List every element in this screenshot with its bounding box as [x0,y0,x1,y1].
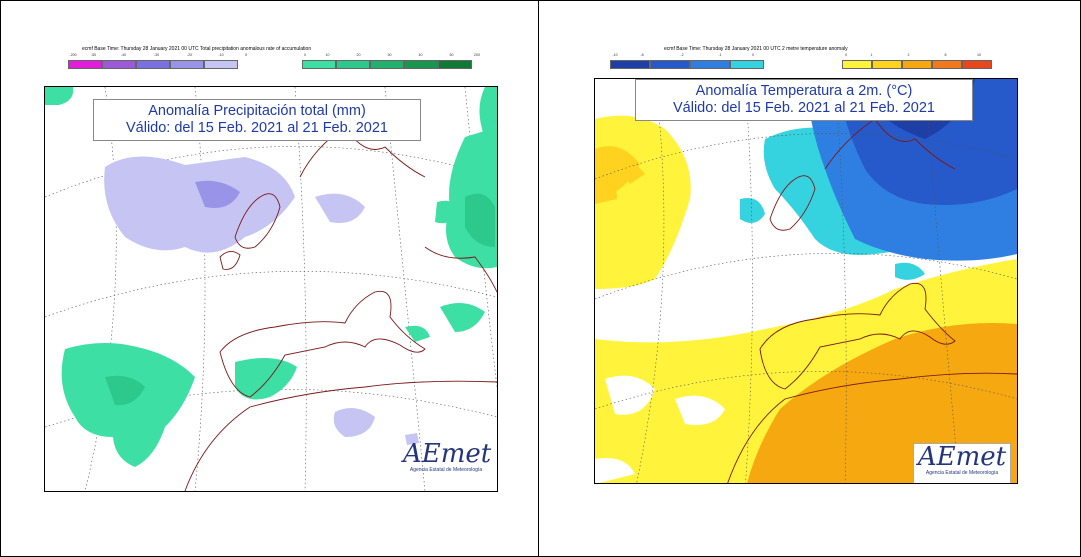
temp-neg-ticks: -10 -8 -2 -1 0 [608,53,778,57]
aemet-logo-subtitle: Agencia Estatal de Meteorología [409,467,483,473]
temp-validity: Válido: del 15 Feb. 2021 al 21 Feb. 2021 [673,100,935,116]
tick: 10 [977,53,981,57]
tick: -2 [680,53,684,57]
tick: -50 [90,53,97,57]
precip-deficit-areas [104,156,419,445]
precip-neg-legend [68,60,238,69]
legend-swatch [902,60,932,69]
precip-anomaly-map: Anomalía Precipitación total (mm) Válido… [44,86,498,492]
legend-swatch [136,60,170,69]
legend-swatch [404,60,438,69]
graticule [595,79,1017,483]
legend-swatch [170,60,204,69]
coastlines [184,126,497,491]
aemet-logo-subtitle: Agencia Estatal de Meteorología [925,470,999,476]
tick: -10 [218,53,224,57]
tick: -8 [640,53,644,57]
tick: -10 [612,53,618,57]
temp-header: ecmf Base Time: Thursday 28 January 2021… [664,46,848,52]
tick: -20 [186,53,193,57]
tick: 0 [304,53,306,57]
tick: -1 [718,53,722,57]
legend-swatch [336,60,370,69]
legend-swatch [872,60,902,69]
precip-title: Anomalía Precipitación total (mm) [148,103,366,119]
temp-map-graphic [595,79,1017,483]
legend-swatch [302,60,336,69]
panel-divider [538,0,539,557]
legend-swatch [68,60,102,69]
temperature-anomaly-map: Anomalía Temperatura a 2m. (°C) Válido: … [594,78,1018,484]
tick: 20 [356,53,361,57]
legend-swatch [962,60,992,69]
tick: 2 [907,53,910,57]
temp-title: Anomalía Temperatura a 2m. (°C) [695,83,913,99]
temp-neutral-patches [595,375,725,483]
legend-swatch [370,60,404,69]
tick: -30 [153,53,160,57]
legend-swatch [730,60,764,69]
aemet-logo: AEmet Agencia Estatal de Meteorología [403,439,492,487]
temp-title-box: Anomalía Temperatura a 2m. (°C) Válido: … [635,79,973,121]
temperature-anomaly-panel: ecmf Base Time: Thursday 28 January 2021… [594,38,1018,494]
temp-pos-legend [842,60,992,69]
tick: 0 [752,53,754,57]
precip-pos-legend [302,60,472,69]
tick: 200 [474,53,480,57]
precip-deficit-core [195,180,240,208]
tick: -40 [120,53,127,57]
precipitation-anomaly-panel: ecmf Base Time: Thursday 28 January 2021… [44,38,498,494]
precip-map-graphic [45,87,497,491]
tick: 10 [325,53,330,57]
precip-title-box: Anomalía Precipitación total (mm) Válido… [93,99,421,141]
legend-swatch [438,60,472,69]
legend-swatch [204,60,238,69]
temp-neg-legend [610,60,764,69]
aemet-logo: AEmet Agencia Estatal de Meteorología [913,442,1011,483]
tick: 30 [387,53,392,57]
temp-pos-ticks: 0 1 2 8 10 [839,53,1004,57]
tick: 1 [870,53,873,57]
graticule [45,87,497,491]
legend-swatch [610,60,650,69]
tick: -200 [69,53,77,57]
tick: 8 [944,53,947,57]
precip-validity: Válido: del 15 Feb. 2021 al 21 Feb. 2021 [126,120,388,136]
coastlines [727,118,1017,483]
precip-surplus-core [105,193,495,406]
tick: 0 [245,53,247,57]
legend-swatch [650,60,690,69]
precip-header: ecmf Base Time: Thursday 28 January 2021… [82,46,312,52]
legend-swatch [690,60,730,69]
precip-surplus-areas [45,87,497,467]
legend-swatch [842,60,872,69]
legend-swatch [102,60,136,69]
aemet-logo-text: AEmet [917,442,1007,472]
precip-neg-ticks: -200 -50 -40 -30 -20 -10 0 [66,53,276,57]
tick: 40 [418,53,423,57]
tick: 0 [845,53,847,57]
legend-swatch [932,60,962,69]
tick: 50 [449,53,454,57]
aemet-logo-text: AEmet [403,439,492,469]
precip-pos-ticks: 0 10 20 30 40 50 200 [298,53,498,57]
